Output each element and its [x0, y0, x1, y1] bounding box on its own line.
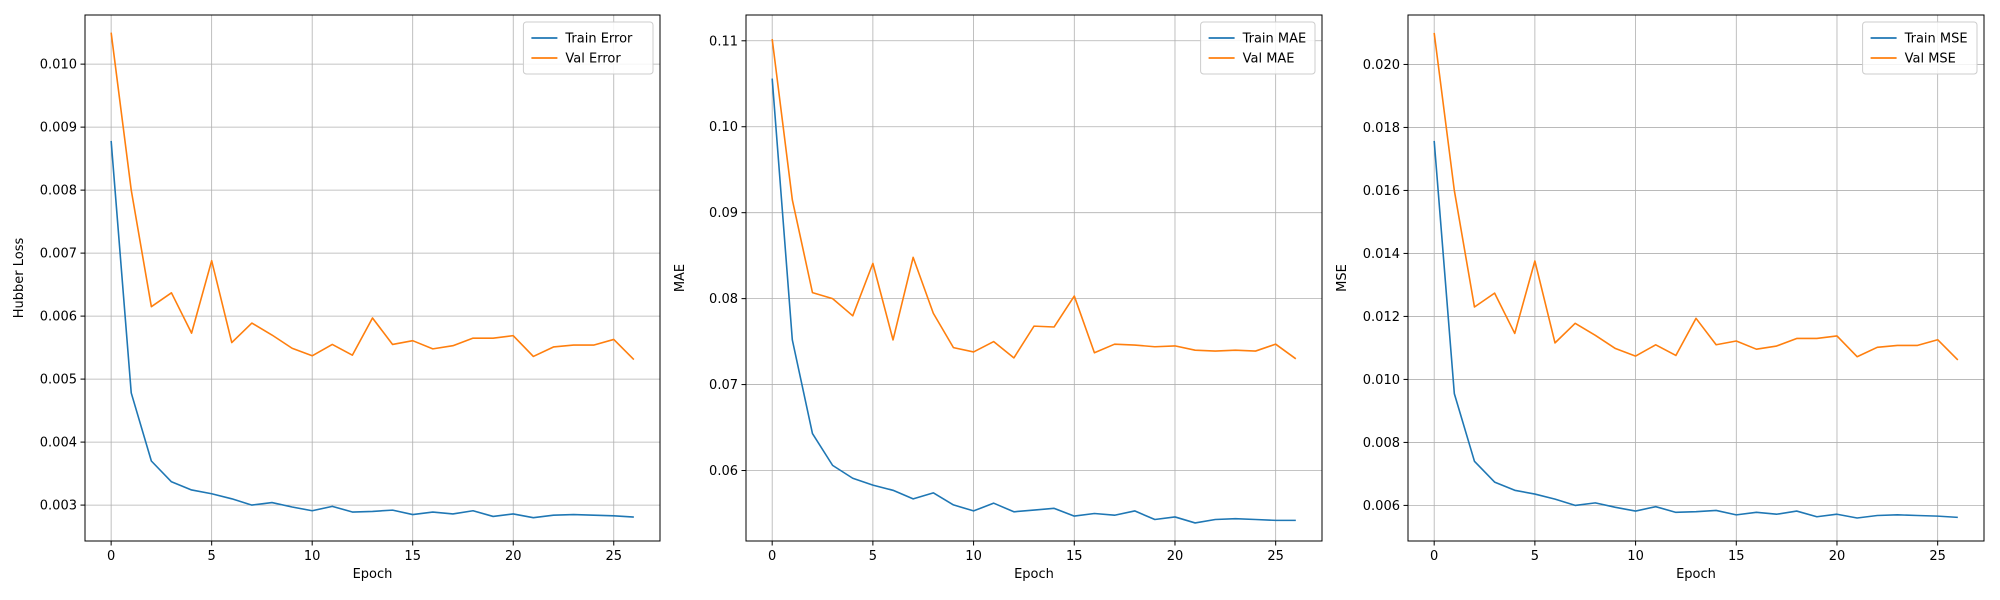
y-tick-label: 0.006 — [40, 310, 77, 325]
series-line-val-mae — [771, 38, 1297, 360]
x-tick-label: 0 — [768, 549, 776, 564]
y-tick-label: 0.012 — [1363, 310, 1400, 325]
y-tick-label: 0.003 — [40, 499, 77, 514]
x-axis-label: Epoch — [353, 567, 393, 582]
chart-panel-3: 0 5 10 15 20 25 0.006 0.008 0.010 0.012 0.014 0.016… — [1335, 14, 1985, 582]
series-line-train-mse — [1433, 140, 1958, 519]
y-tick-label: 0.007 — [40, 247, 77, 262]
x-tick-label: 5 — [1531, 549, 1539, 564]
y-tick-label: 0.020 — [1363, 58, 1400, 73]
legend-label: Val MSE — [1905, 52, 1956, 67]
y-tick-label: 0.018 — [1363, 121, 1400, 136]
y-tick-label: 0.11 — [709, 34, 738, 49]
x-tick-label: 10 — [304, 549, 321, 564]
x-tick-label: 25 — [605, 549, 622, 564]
chart-panel-1: 0 5 10 15 20 25 0.003 0.004 0.005 0.006 0.007 0.008… — [12, 14, 661, 582]
x-tick-label: 0 — [1430, 549, 1438, 564]
x-tick-label: 10 — [1627, 549, 1644, 564]
y-axis-label: MAE — [673, 264, 688, 292]
x-tick-label: 15 — [1728, 549, 1745, 564]
y-tick-label: 0.004 — [40, 436, 77, 451]
chart-panel-2: 0 5 10 15 20 25 0.06 0.07 0.08 0.09 0.10 0.11 Epoch M… — [673, 14, 1323, 582]
legend-box — [522, 21, 654, 75]
y-tick-label: 0.016 — [1363, 184, 1400, 199]
x-tick-label: 15 — [404, 549, 421, 564]
x-tick-label: 25 — [1929, 549, 1946, 564]
plot-frame — [84, 14, 661, 542]
x-tick-label: 0 — [107, 549, 115, 564]
legend-label: Train MAE — [1242, 32, 1307, 47]
x-tick-label: 20 — [1167, 549, 1184, 564]
legend-label: Train MSE — [1904, 32, 1968, 47]
series-line-val-mse — [1433, 32, 1959, 361]
x-tick-label: 20 — [505, 549, 522, 564]
y-tick-label: 0.014 — [1363, 247, 1400, 262]
y-tick-label: 0.010 — [1363, 373, 1400, 388]
legend: Train MSE Val MSE — [1862, 21, 1978, 75]
y-axis-label: MSE — [1335, 264, 1350, 292]
x-axis-label: Epoch — [1676, 567, 1716, 582]
y-tick-label: 0.008 — [40, 184, 77, 199]
series-line-val-error — [110, 32, 635, 361]
y-tick-label: 0.06 — [709, 464, 738, 479]
y-tick-label: 0.08 — [709, 292, 738, 307]
y-tick-label: 0.010 — [40, 58, 77, 73]
legend: Train MAE Val MAE — [1200, 21, 1316, 75]
y-tick-label: 0.008 — [1363, 436, 1400, 451]
y-tick-label: 0.10 — [709, 120, 738, 135]
y-tick-label: 0.09 — [709, 206, 738, 221]
legend-box — [1862, 21, 1978, 75]
y-tick-label: 0.005 — [40, 373, 77, 388]
y-tick-label: 0.009 — [40, 121, 77, 136]
y-axis-label: Hubber Loss — [12, 238, 27, 319]
plot-frame — [1407, 14, 1985, 542]
legend-label: Train Error — [564, 32, 633, 47]
x-axis-label: Epoch — [1014, 567, 1054, 582]
x-tick-label: 5 — [208, 549, 216, 564]
x-tick-label: 10 — [965, 549, 982, 564]
x-tick-label: 15 — [1066, 549, 1083, 564]
legend-box — [1200, 21, 1316, 75]
x-tick-label: 25 — [1267, 549, 1284, 564]
legend: Train Error Val Error — [522, 21, 654, 75]
plot-frame — [745, 14, 1323, 542]
series-line-train-mae — [771, 78, 1296, 524]
x-tick-label: 5 — [869, 549, 877, 564]
legend-label: Val MAE — [1243, 52, 1295, 67]
legend-label: Val Error — [565, 52, 621, 67]
x-tick-label: 20 — [1829, 549, 1846, 564]
series-line-train-error — [110, 140, 634, 519]
y-tick-label: 0.006 — [1363, 499, 1400, 514]
y-tick-label: 0.07 — [709, 378, 738, 393]
